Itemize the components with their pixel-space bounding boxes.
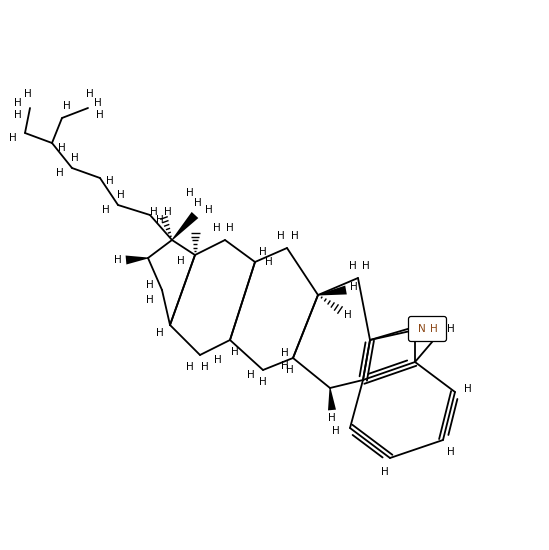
Text: H: H: [205, 205, 213, 215]
Text: H: H: [146, 295, 154, 305]
Text: H: H: [114, 255, 122, 265]
Text: H: H: [201, 362, 209, 372]
Text: H: H: [281, 348, 289, 358]
Polygon shape: [172, 212, 198, 240]
Text: H: H: [146, 280, 154, 290]
Text: H: H: [265, 257, 273, 267]
Text: H: H: [430, 324, 438, 334]
Text: H: H: [464, 384, 472, 394]
Text: H: H: [213, 223, 221, 233]
FancyBboxPatch shape: [408, 316, 446, 342]
Text: H: H: [94, 98, 102, 108]
Text: H: H: [177, 256, 185, 266]
Text: H: H: [214, 355, 222, 365]
Text: H: H: [156, 328, 164, 338]
Text: H: H: [231, 347, 239, 357]
Text: H: H: [156, 215, 164, 225]
Text: H: H: [328, 413, 336, 423]
Text: H: H: [259, 377, 267, 387]
Text: H: H: [447, 324, 455, 334]
Text: H: H: [259, 247, 267, 257]
Text: H: H: [117, 190, 125, 200]
Text: H: H: [24, 89, 32, 99]
Text: H: H: [150, 207, 158, 217]
Text: H: H: [194, 198, 202, 208]
Text: H: H: [58, 143, 66, 153]
Text: H: H: [186, 362, 194, 372]
Text: H: H: [344, 310, 352, 320]
Text: H: H: [56, 168, 64, 178]
Text: H: H: [291, 231, 299, 241]
Text: H: H: [247, 370, 255, 380]
Text: H: H: [96, 110, 104, 120]
Text: H: H: [14, 110, 22, 120]
Text: H: H: [102, 205, 110, 215]
Text: H: H: [286, 365, 294, 375]
Text: H: H: [277, 231, 285, 241]
Text: H: H: [86, 89, 94, 99]
Text: H: H: [281, 361, 289, 371]
Polygon shape: [318, 285, 347, 295]
Text: H: H: [362, 261, 370, 271]
Text: H: H: [63, 101, 71, 111]
Text: H: H: [350, 282, 358, 292]
Text: H: H: [71, 153, 79, 163]
Text: H: H: [9, 133, 17, 143]
Text: H: H: [106, 176, 114, 186]
Text: H: H: [164, 207, 172, 217]
Text: N: N: [418, 324, 426, 334]
Text: H: H: [14, 98, 22, 108]
Text: H: H: [226, 223, 234, 233]
Polygon shape: [126, 256, 148, 265]
Text: H: H: [186, 188, 194, 198]
Text: H: H: [447, 447, 455, 457]
Text: H: H: [349, 261, 357, 271]
Polygon shape: [328, 388, 336, 410]
Text: H: H: [381, 467, 389, 477]
Text: H: H: [332, 426, 340, 436]
